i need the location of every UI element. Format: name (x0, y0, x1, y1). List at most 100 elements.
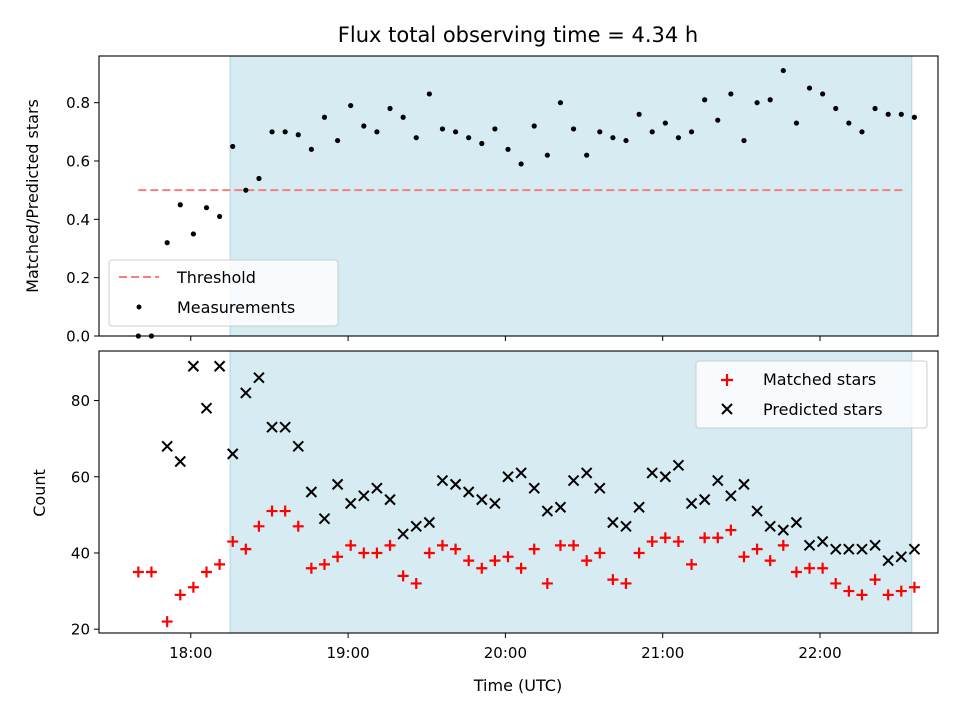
count-predicted-point (816, 535, 829, 548)
count-predicted-point (698, 493, 711, 506)
count-predicted-point (279, 421, 291, 433)
ratio-measurement-point (295, 132, 301, 138)
chart-title: Flux total observing time = 4.34 h (338, 23, 698, 47)
ratio-measurement-point (282, 129, 288, 135)
count-predicted-point (213, 360, 226, 372)
count-matched-point (633, 547, 645, 559)
count-matched-point (843, 585, 855, 597)
ratio-measurement-point (846, 120, 852, 126)
count-matched-point (371, 547, 383, 559)
count-predicted-point (751, 505, 763, 517)
ratio-measurement-point (203, 205, 210, 211)
ratio-ytick-label: 0.8 (66, 94, 90, 112)
count-matched-point (200, 566, 212, 578)
count-matched-point (161, 616, 173, 628)
count-predicted-point (476, 493, 488, 506)
ratio-measurement-point (217, 213, 223, 220)
ratio-measurement-point (793, 120, 800, 126)
count-predicted-point (843, 543, 855, 555)
ratio-measurement-point (492, 126, 498, 132)
ratio-measurement-point (256, 175, 262, 182)
ratio-measurement-point (885, 111, 891, 117)
count-matched-point (620, 577, 632, 589)
count-matched-point (908, 581, 920, 593)
count-predicted-point (685, 497, 698, 510)
ratio-ytick-label: 0.4 (66, 211, 90, 229)
ratio-measurement-point (308, 146, 314, 152)
ratio-measurement-point (466, 135, 472, 141)
ratio-measurement-point (662, 120, 668, 126)
count-matched-point (869, 574, 881, 586)
count-matched-point (502, 551, 514, 563)
ratio-measurement-point (806, 85, 813, 91)
ratio-measurement-point (715, 117, 721, 123)
count-predicted-point (449, 478, 462, 491)
count-predicted-point (240, 387, 252, 399)
ratio-measurement-point (584, 152, 590, 158)
count-predicted-point (554, 501, 567, 513)
ratio-measurement-point (911, 114, 918, 120)
count-frame (98, 350, 939, 634)
count-predicted-point (397, 528, 409, 540)
count-matched-point (132, 566, 144, 578)
legend-bottom: Matched stars Predicted stars (695, 360, 928, 429)
count-matched-point (227, 536, 239, 548)
count-matched-point (384, 539, 396, 551)
count-matched-point (712, 532, 724, 544)
ratio-measurement-point (190, 231, 196, 237)
count-ytick-label: 20 (71, 621, 90, 639)
ratio-measurement-point (597, 129, 603, 135)
legend-top: Threshold Measurements (108, 259, 339, 327)
count-matched-point (436, 539, 448, 551)
ratio-measurement-point (570, 126, 577, 132)
count-predicted-point (253, 371, 265, 384)
count-matched-point (659, 532, 671, 544)
ratio-measurement-point (518, 161, 524, 167)
count-predicted-point (646, 467, 658, 479)
count-predicted-point (659, 471, 672, 483)
count-matched-point (358, 547, 370, 559)
ratio-highlight-span (229, 55, 913, 337)
count-matched-point (145, 566, 157, 578)
ratio-measurement-point (544, 152, 550, 158)
ratio-measurement-point (505, 146, 511, 152)
ratio-measurement-point (688, 129, 695, 135)
count-predicted-point (620, 520, 632, 533)
count-matched-point (450, 543, 462, 555)
count-predicted-point (436, 474, 449, 487)
count-predicted-point (371, 482, 383, 494)
count-xtick-label: 18:00 (169, 644, 212, 662)
count-matched-point (751, 543, 763, 555)
count-predicted-point (384, 493, 396, 506)
count-predicted-point (672, 459, 685, 472)
legend-measurements-label: Measurements (177, 298, 295, 317)
ratio-measurement-point (243, 187, 249, 193)
ratio-frame (98, 55, 939, 337)
ratio-panel: 0.0 0.2 0.4 0.6 0.8 (66, 55, 939, 346)
legend-predicted-label: Predicted stars (763, 400, 883, 419)
count-matched-point (646, 536, 658, 548)
count-matched-point (581, 555, 593, 567)
count-predicted-point (895, 551, 908, 563)
count-predicted-point (528, 482, 540, 494)
y-axis-label-count: Count (30, 469, 49, 517)
ratio-measurement-point (767, 97, 773, 103)
count-predicted-point (567, 474, 580, 487)
count-matched-point (423, 547, 435, 559)
y-axis-label-ratio: Matched/Predicted stars (23, 99, 42, 293)
count-matched-point (738, 551, 750, 563)
count-predicted-point (410, 520, 422, 533)
count-matched-point (279, 505, 291, 517)
count-predicted-point (777, 524, 790, 536)
legend-bottom-box (695, 360, 928, 429)
ratio-measurement-point (164, 240, 170, 246)
ratio-measurement-point (531, 123, 537, 129)
ratio-measurement-point (269, 129, 275, 135)
count-predicted-point (489, 497, 501, 510)
count-ytick-label: 40 (71, 544, 90, 562)
count-predicted-point (830, 543, 842, 555)
ratio-measurement-point (439, 126, 446, 132)
count-predicted-point (174, 455, 186, 468)
count-matched-point (253, 520, 265, 532)
